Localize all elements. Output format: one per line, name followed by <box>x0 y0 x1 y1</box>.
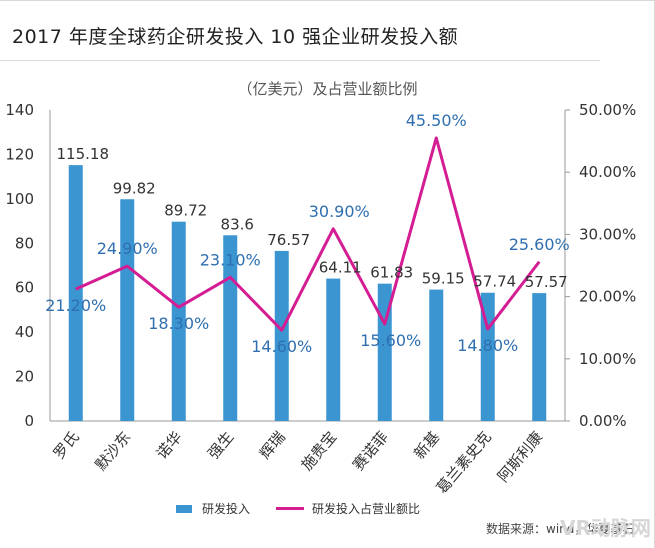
legend-item-line: 研发投入占营业额比 <box>276 500 420 517</box>
left-axis-tick-label: 0 <box>24 412 34 430</box>
left-axis-tick-label: 60 <box>15 279 34 297</box>
bar-value-label: 115.18 <box>57 145 110 163</box>
category-label: 赛诺菲 <box>349 428 392 474</box>
left-axis-tick-label: 140 <box>5 101 34 119</box>
ratio-series-line <box>75 136 541 332</box>
legend-swatch-bar <box>176 504 192 513</box>
ratio-value-label: 21.20% <box>45 296 106 315</box>
bar-value-label: 99.82 <box>113 179 156 197</box>
bar-value-label: 57.57 <box>525 273 568 291</box>
category-label: 默沙东 <box>92 428 135 474</box>
category-label: 诺华 <box>153 428 186 463</box>
bar <box>532 293 547 421</box>
bar <box>429 289 444 421</box>
ratio-value-label: 14.80% <box>457 336 518 355</box>
right-axis-tick-label: 30.00% <box>579 225 636 243</box>
left-axis-tick-label: 120 <box>5 145 34 163</box>
legend-label-line: 研发投入占营业额比 <box>312 502 421 516</box>
right-axis-tick-label: 40.00% <box>579 163 636 181</box>
ratio-value-label: 45.50% <box>406 111 467 130</box>
bar <box>326 278 341 421</box>
left-axis-tick-label: 20 <box>15 368 34 386</box>
chart-title: 2017 年度全球药企研发投入 10 强企业研发投入额 <box>12 26 459 48</box>
ratio-value-label: 23.10% <box>200 250 261 269</box>
legend-label-bar: 研发投入 <box>202 502 251 516</box>
category-label: 施贵宝 <box>298 428 341 474</box>
category-label: 罗氏 <box>50 428 83 463</box>
chart-legend: 研发投入 研发投入占营业额比 <box>176 500 446 517</box>
left-axis-tick-label: 100 <box>5 190 34 208</box>
category-label: 强生 <box>204 428 237 463</box>
bar-value-label: 83.6 <box>221 215 254 233</box>
category-label: 阿斯利康 <box>494 428 546 486</box>
ratio-value-label: 25.60% <box>509 235 570 254</box>
bar-value-label: 59.15 <box>422 270 465 288</box>
chart-subtitle: （亿美元）及占营业额比例 <box>237 80 418 98</box>
category-label: 辉瑞 <box>256 428 289 463</box>
ratio-value-label: 14.60% <box>251 337 312 356</box>
data-source-note: 数据来源：wind，华夏基石 <box>486 522 635 536</box>
category-label: 新基 <box>410 428 443 463</box>
ratio-value-label: 24.90% <box>97 239 158 258</box>
bar <box>274 250 289 421</box>
legend-swatch-line <box>276 507 305 510</box>
bar <box>171 221 186 421</box>
watermark-logo: VR动脉网 <box>560 516 651 540</box>
bar-value-label: 61.83 <box>370 264 413 282</box>
right-axis-tick-label: 20.00% <box>579 288 636 306</box>
right-axis-tick-label: 10.00% <box>579 350 636 368</box>
ratio-value-label: 30.90% <box>309 202 370 221</box>
bar-value-label: 57.74 <box>473 273 516 291</box>
right-axis-tick-label: 0.00% <box>579 412 627 430</box>
bar-value-label: 89.72 <box>164 202 207 220</box>
left-axis-tick-label: 40 <box>15 323 34 341</box>
left-axis-tick-label: 80 <box>15 234 34 252</box>
bar <box>68 165 83 421</box>
right-axis-tick-label: 50.00% <box>579 101 636 119</box>
legend-item-bar: 研发投入 <box>176 500 250 517</box>
bar-value-label: 76.57 <box>267 231 310 249</box>
category-label: 葛兰素史克 <box>433 428 495 497</box>
bar-value-label: 64.11 <box>319 259 362 277</box>
title-divider <box>0 60 600 61</box>
ratio-value-label: 18.30% <box>148 314 209 333</box>
bar <box>120 199 135 421</box>
ratio-value-label: 15.60% <box>360 331 421 350</box>
